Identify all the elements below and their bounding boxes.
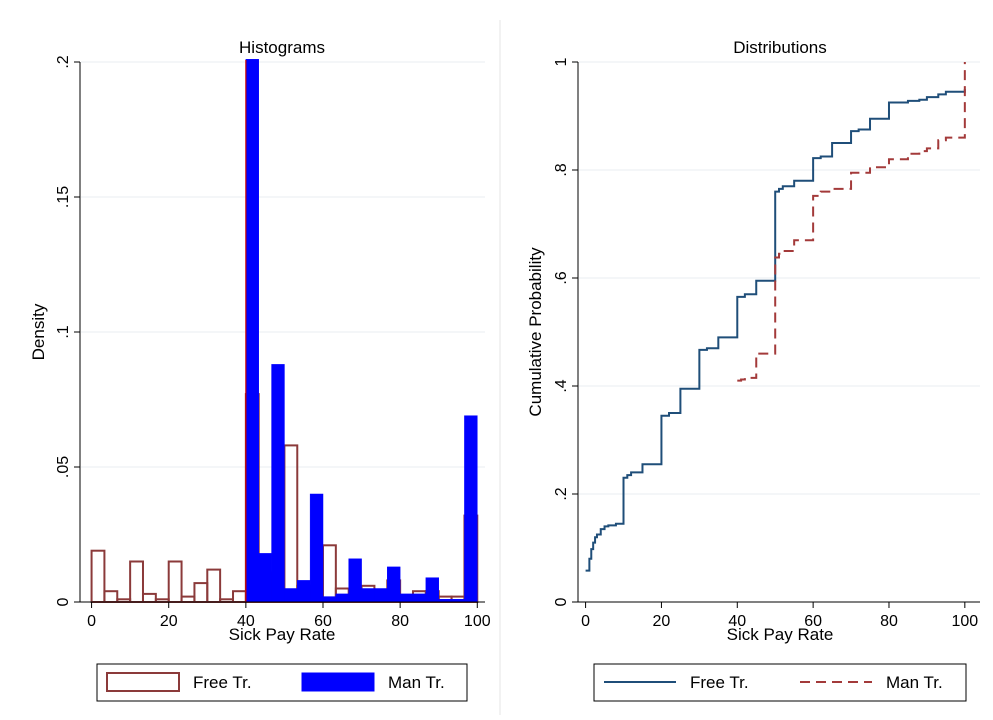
series-line-free-tr <box>585 89 966 572</box>
y-tick-label: .6 <box>553 271 570 284</box>
histogram-panel: Histograms 0 .05 .1 .15 .2 0 20 40 60 80 100 Sick … <box>29 38 491 702</box>
grid-lines <box>81 61 485 468</box>
x-tick-label: 20 <box>160 613 178 630</box>
bar-free-tr <box>90 549 106 604</box>
x-tick-label: 0 <box>581 613 590 630</box>
y-tick-label: .2 <box>55 55 72 68</box>
grid-lines <box>579 61 980 495</box>
y-axis-label: Density <box>29 303 48 360</box>
bar-man-tr <box>399 593 414 603</box>
legend-swatch-free-tr <box>106 672 180 692</box>
chart-title: Distributions <box>733 38 827 57</box>
bar-free-tr <box>103 590 119 604</box>
bar-free-tr <box>206 568 222 603</box>
y-tick-label: 1 <box>553 57 570 66</box>
legend-label-man-tr: Man Tr. <box>388 673 445 692</box>
x-tick-label: 40 <box>728 613 746 630</box>
bar-man-tr <box>348 558 362 603</box>
legend-label-free-tr: Free Tr. <box>690 673 749 692</box>
y-axis-label: Cumulative Probability <box>526 247 545 417</box>
axes: 0 .05 .1 .15 .2 0 20 40 60 80 100 <box>55 55 491 630</box>
bar-man-tr <box>361 588 375 603</box>
bar-free-tr <box>232 590 247 604</box>
axes: 0 .2 .4 .6 .8 1 0 20 40 60 80 100 <box>553 57 980 630</box>
series-line-man-tr <box>737 62 966 382</box>
bar-free-tr <box>283 444 299 603</box>
bar-man-tr <box>464 415 478 603</box>
y-tick-label: .4 <box>553 379 570 392</box>
bar-free-tr <box>180 595 196 603</box>
y-tick-label: .15 <box>55 186 72 208</box>
bar-free-tr <box>141 592 157 604</box>
y-tick-label: .05 <box>55 456 72 478</box>
bar-free-tr <box>167 560 183 603</box>
x-tick-label: 80 <box>391 613 409 630</box>
distribution-panel: Distributions 0 .2 .4 .6 .8 1 0 20 40 60 80 100 Sic… <box>526 38 980 702</box>
y-tick-label: .1 <box>55 325 72 338</box>
x-tick-label: 100 <box>951 613 978 630</box>
bar-man-tr <box>271 364 285 603</box>
x-tick-label: 60 <box>314 613 332 630</box>
legend: Free Tr. Man Tr. <box>96 663 468 702</box>
y-tick-label: 0 <box>553 597 570 606</box>
bar-free-tr <box>193 582 209 603</box>
legend-swatch-man-tr <box>301 672 375 692</box>
bar-man-tr <box>245 59 259 603</box>
y-tick-label: 0 <box>55 597 72 606</box>
bar-man-tr <box>425 577 439 603</box>
legend-label-man-tr: Man Tr. <box>886 673 943 692</box>
bar-man-tr <box>387 566 401 603</box>
bar-man-tr <box>258 553 272 603</box>
bar-man-tr <box>309 493 324 603</box>
legend-label-free-tr: Free Tr. <box>193 673 252 692</box>
bar-man-tr <box>412 593 427 603</box>
x-tick-label: 40 <box>237 613 255 630</box>
bar-man-tr <box>374 588 388 603</box>
bar-man-tr <box>297 580 311 603</box>
bar-man-tr <box>335 593 349 603</box>
bar-free-tr <box>129 560 144 603</box>
histogram-bars <box>90 59 479 604</box>
x-tick-label: 80 <box>880 613 898 630</box>
y-tick-label: .8 <box>553 163 570 176</box>
x-tick-label: 60 <box>804 613 822 630</box>
x-axis-label: Sick Pay Rate <box>727 625 834 644</box>
bar-man-tr <box>322 596 337 603</box>
bar-free-tr <box>322 544 337 603</box>
bar-man-tr <box>284 588 298 603</box>
cdf-lines <box>585 62 966 572</box>
y-tick-label: .2 <box>553 487 570 500</box>
legend: Free Tr. Man Tr. <box>593 663 967 702</box>
x-axis-label: Sick Pay Rate <box>229 625 336 644</box>
x-tick-label: 0 <box>87 613 96 630</box>
x-tick-label: 20 <box>653 613 671 630</box>
x-tick-label: 100 <box>464 613 491 630</box>
chart-title: Histograms <box>239 38 325 57</box>
